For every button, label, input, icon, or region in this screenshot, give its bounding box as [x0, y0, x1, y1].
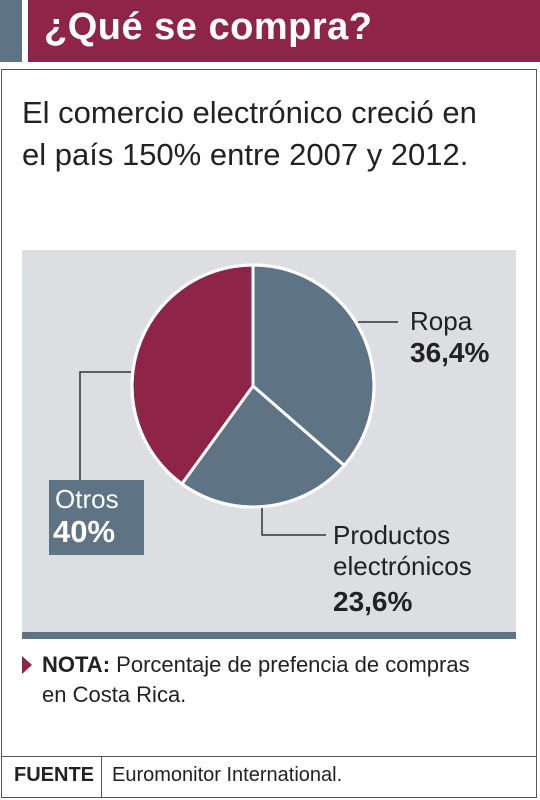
note-key: NOTA:: [42, 652, 111, 677]
label-ropa-name: Ropa: [410, 306, 473, 336]
label-productos-name-line2: electrónicos: [333, 551, 472, 581]
label-otros-value: 40%: [53, 514, 116, 549]
footer-source: Euromonitor International.: [112, 764, 343, 786]
note-arrow-icon: [22, 656, 32, 674]
headline: El comercio electrónico creció en el paí…: [22, 95, 477, 172]
footer-key: FUENTE: [14, 764, 94, 786]
label-otros-box: Otros 40%: [49, 480, 144, 555]
chart-base-bar: [22, 632, 516, 639]
note-text-block: NOTA: Porcentaje de prefencia de compras…: [42, 650, 492, 710]
label-ropa-value: 36,4%: [410, 337, 490, 368]
leader-productos: [261, 508, 326, 536]
page-title: ¿Qué se compra?: [44, 6, 373, 48]
footer-separator: [101, 757, 102, 798]
header: ¿Qué se compra?: [0, 0, 540, 62]
label-productos-value: 23,6%: [333, 586, 413, 617]
leader-otros: [79, 371, 131, 480]
footer-divider: [1, 756, 537, 757]
content-frame: [1, 69, 537, 798]
label-productos-name-line1: Productos: [333, 520, 451, 550]
header-bar: [28, 0, 540, 62]
pie-outline: [130, 263, 376, 509]
note-text: Porcentaje de prefencia de compras en Co…: [42, 652, 470, 707]
label-otros-name: Otros: [55, 484, 119, 514]
header-accent: [0, 0, 22, 62]
